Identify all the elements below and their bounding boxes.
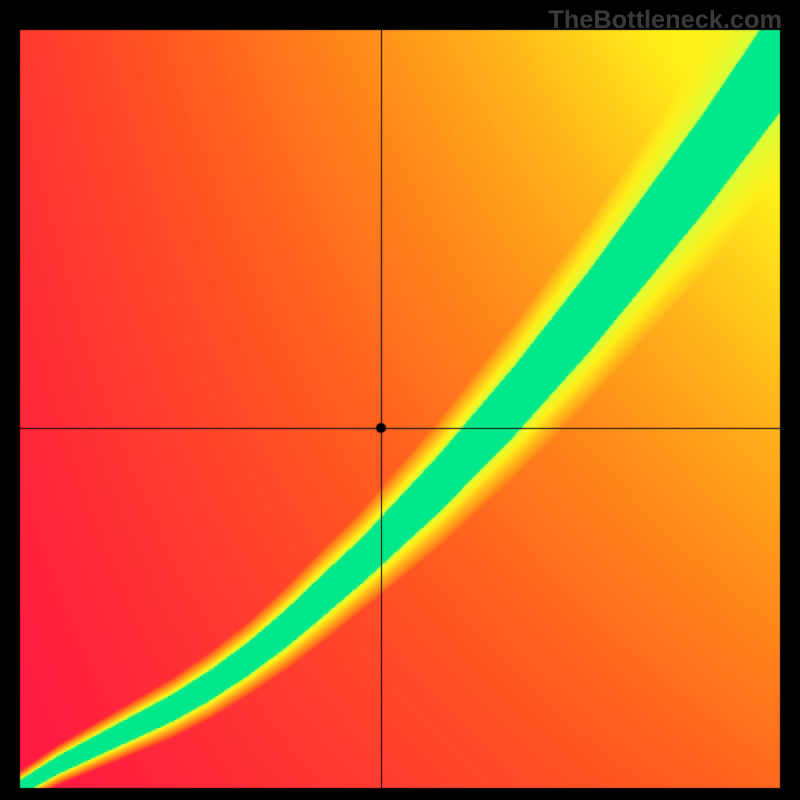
- chart-container: TheBottleneck.com: [0, 0, 800, 800]
- watermark-text: TheBottleneck.com: [548, 6, 782, 35]
- heatmap-canvas: [0, 0, 800, 800]
